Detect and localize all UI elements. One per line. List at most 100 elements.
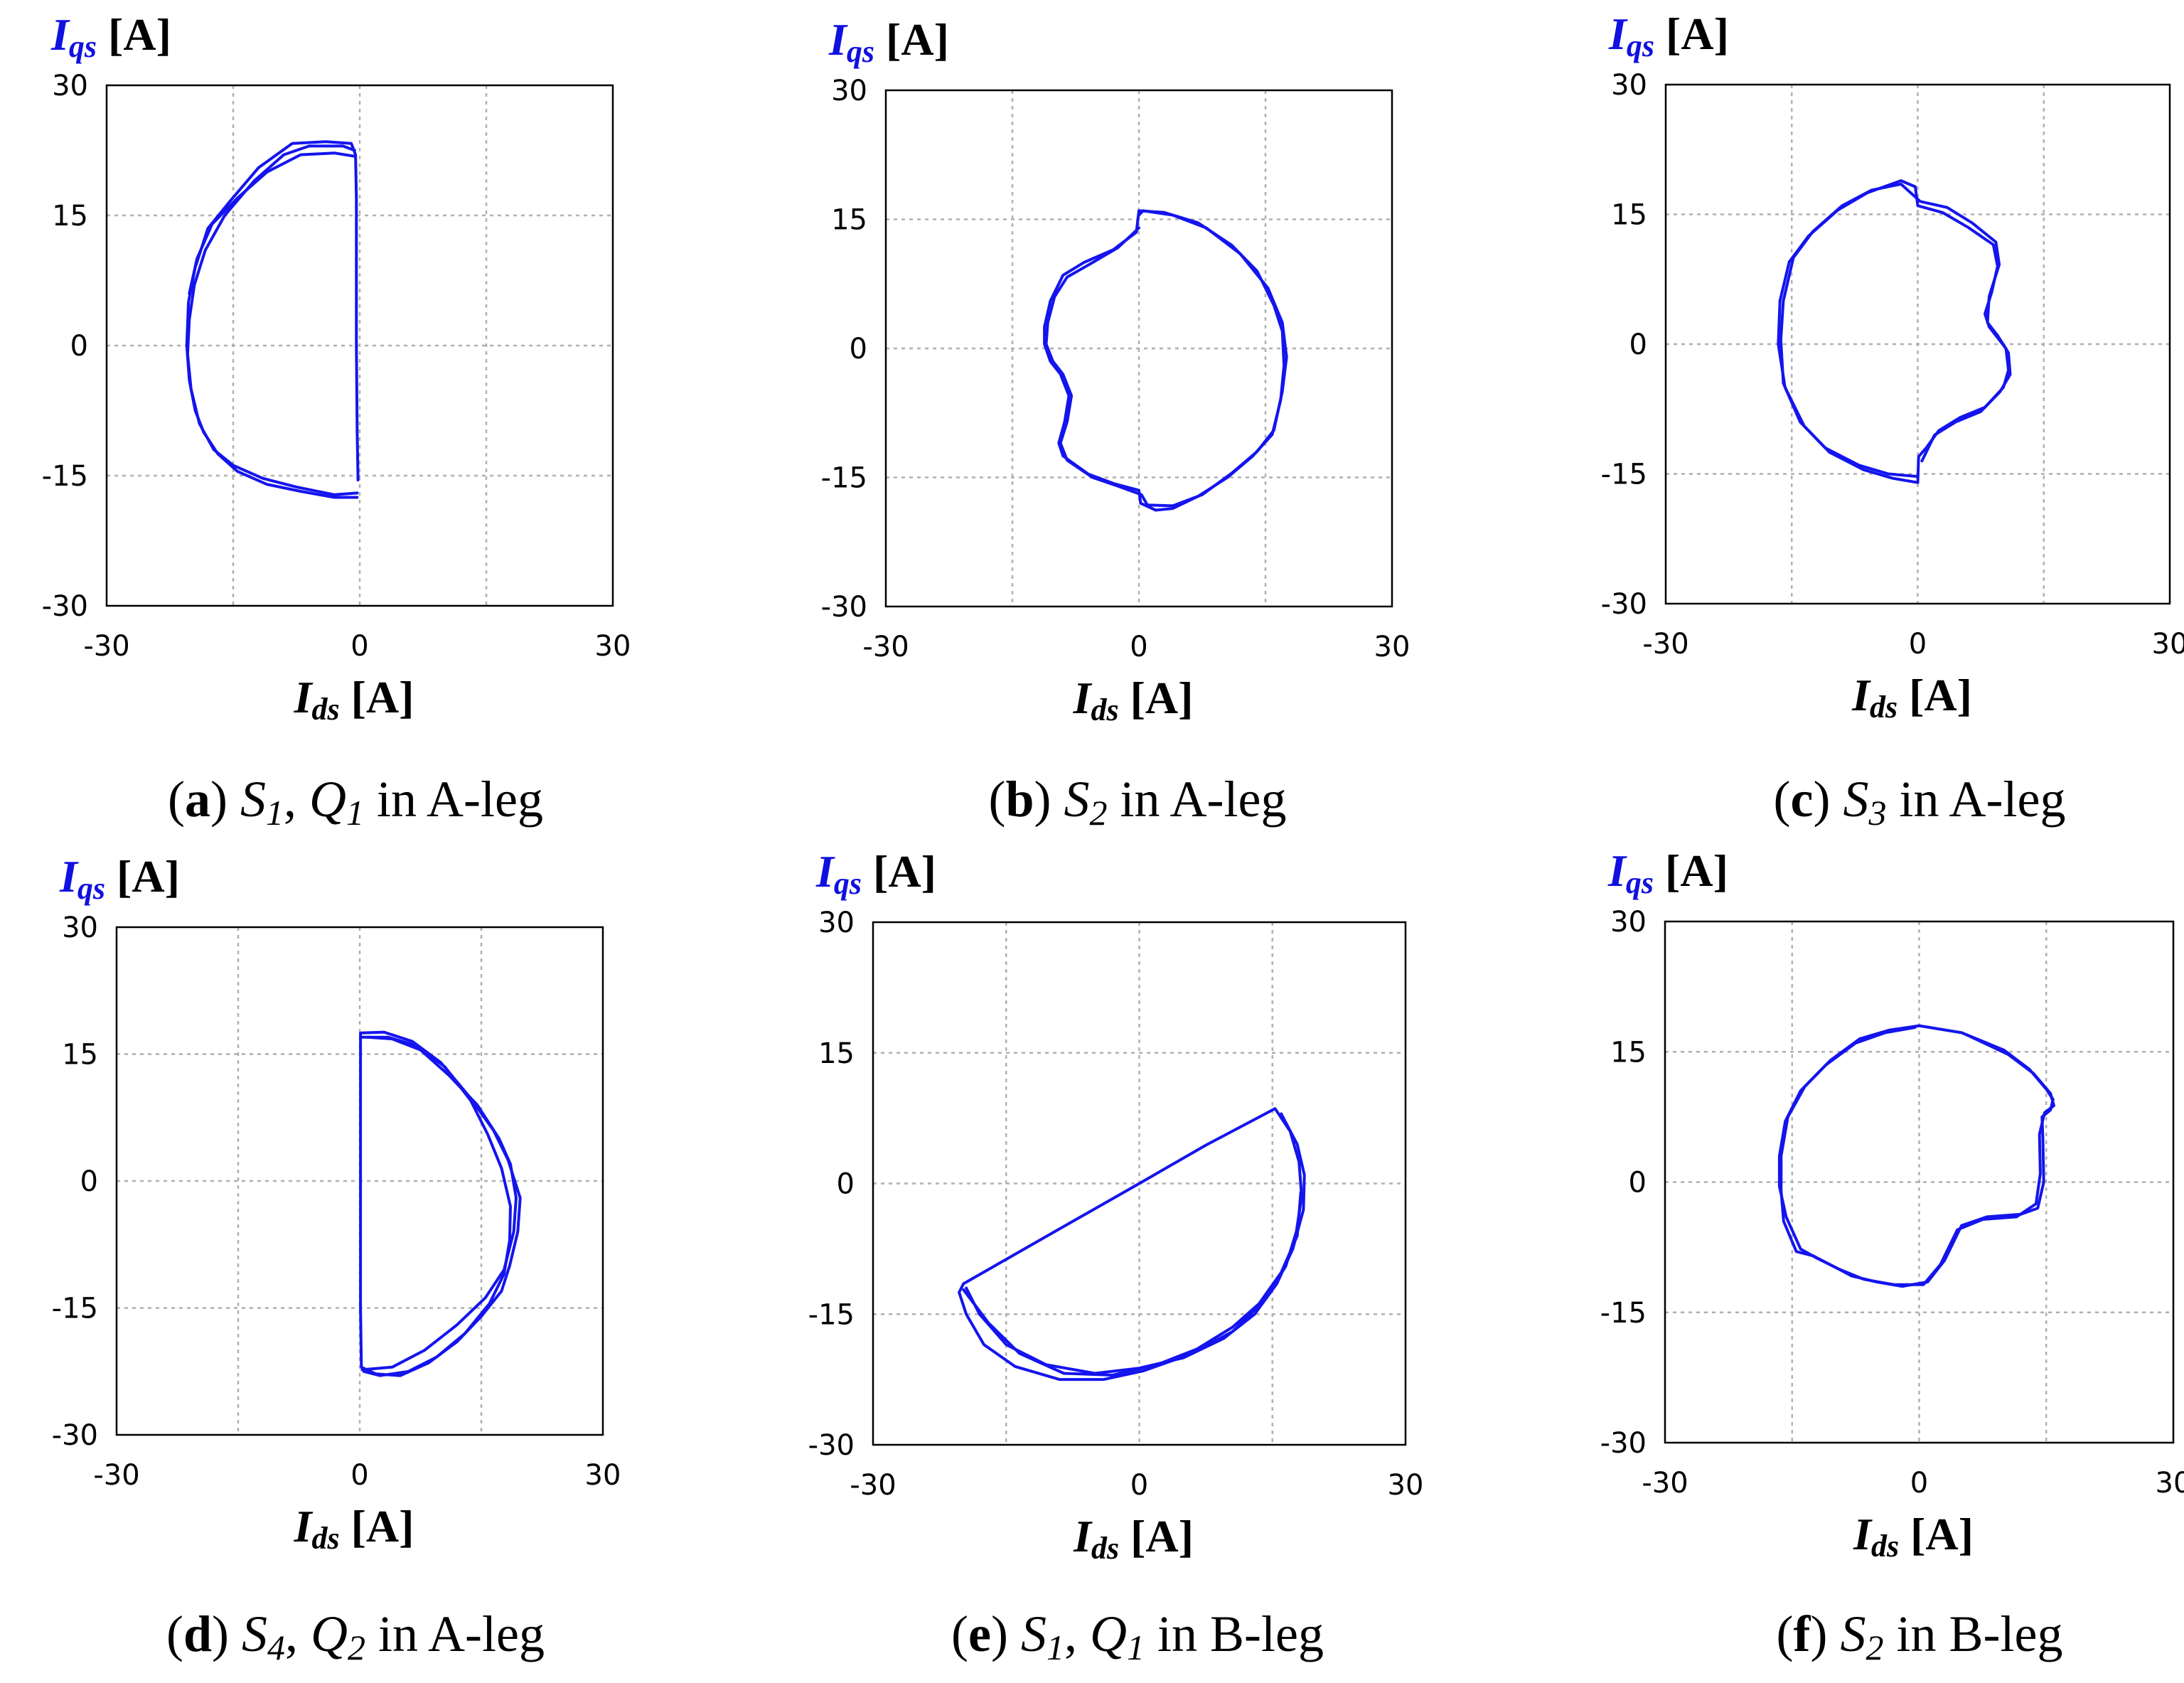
caption-part-1: 1 <box>1046 1628 1064 1667</box>
caption-letter: f <box>1794 1605 1811 1662</box>
caption-part-5: in B-leg <box>1145 1605 1324 1662</box>
current-trace-c-1 <box>1779 182 2012 479</box>
caption-part-2: , <box>1064 1605 1090 1662</box>
xlabel-subscript: ds <box>311 1521 339 1556</box>
ytick-label-f-1: 15 <box>1610 1036 1647 1069</box>
ytick-label-b-1: 15 <box>831 204 867 237</box>
ytick-label-d-4: -30 <box>52 1419 98 1452</box>
caption-letter: c <box>1791 771 1814 828</box>
xtick-label-d-0: -30 <box>93 1459 139 1492</box>
ylabel-e: Iqs [A] <box>815 846 936 901</box>
caption-part-0: S <box>1843 771 1868 828</box>
ytick-label-c-1: 15 <box>1611 199 1647 232</box>
caption-paren-close: ) <box>1811 1605 1841 1662</box>
xlabel-c: Ids [A] <box>1851 670 1972 725</box>
ytick-label-f-4: -30 <box>1600 1427 1647 1460</box>
ylabel-c: Iqs [A] <box>1608 9 1729 63</box>
xlabel-subscript: ds <box>1091 693 1118 727</box>
plot-frame-c <box>1664 83 2171 605</box>
caption-paren-open: ( <box>166 1605 183 1662</box>
xlabel-e: Ids [A] <box>1073 1511 1194 1566</box>
ylabel-var: I <box>828 14 848 65</box>
xtick-label-a-0: -30 <box>83 630 129 663</box>
ylabel-subscript: qs <box>1627 28 1654 63</box>
xtick-label-c-0: -30 <box>1642 628 1688 661</box>
caption-letter: e <box>968 1605 991 1662</box>
ytick-label-e-1: 15 <box>818 1037 855 1070</box>
ylabel-unit: [A] <box>1654 845 1728 896</box>
xlabel-unit: [A] <box>340 672 414 722</box>
ytick-label-c-0: 30 <box>1611 69 1647 102</box>
caption-c: (c) S3 in A-leg <box>1774 771 2066 833</box>
caption-part-2: , <box>284 771 309 828</box>
caption-part-0: S <box>1064 771 1090 828</box>
ytick-label-f-3: -15 <box>1600 1297 1647 1330</box>
caption-d: (d) S4, Q2 in A-leg <box>166 1605 545 1667</box>
ytick-label-f-2: 0 <box>1629 1167 1647 1200</box>
ylabel-unit: [A] <box>105 851 180 902</box>
xtick-label-b-0: -30 <box>862 631 909 663</box>
xlabel-subscript: ds <box>311 692 339 727</box>
ytick-label-e-3: -15 <box>808 1298 855 1331</box>
xlabel-var: I <box>294 1501 314 1551</box>
ytick-label-a-4: -30 <box>42 590 88 623</box>
xlabel-unit: [A] <box>1119 1511 1194 1561</box>
caption-part-2: in A-leg <box>1886 771 2065 828</box>
caption-paren-open: ( <box>168 771 185 828</box>
ylabel-var: I <box>1607 845 1627 896</box>
ytick-label-d-3: -15 <box>52 1293 98 1325</box>
ytick-label-e-4: -30 <box>808 1429 855 1462</box>
xlabel-subscript: ds <box>1871 1529 1899 1564</box>
caption-letter: d <box>183 1605 212 1662</box>
ylabel-subscript: qs <box>69 29 97 64</box>
xtick-label-a-1: 0 <box>350 630 368 663</box>
ylabel-b: Iqs [A] <box>828 14 949 69</box>
caption-f: (f) S2 in B-leg <box>1777 1605 2063 1667</box>
plot-frame-d <box>115 926 604 1436</box>
caption-part-0: S <box>1840 1605 1866 1662</box>
caption-part-4: 2 <box>348 1628 365 1667</box>
caption-part-0: S <box>240 771 266 828</box>
xlabel-d: Ids [A] <box>294 1501 414 1556</box>
ytick-label-a-0: 30 <box>52 70 88 102</box>
ytick-label-c-3: -15 <box>1601 459 1647 491</box>
caption-part-2: in B-leg <box>1883 1605 2062 1662</box>
ytick-label-b-3: -15 <box>821 462 867 495</box>
ytick-label-b-4: -30 <box>821 591 867 624</box>
ylabel-unit: [A] <box>874 14 949 65</box>
current-trace-a-0 <box>185 140 360 499</box>
caption-b: (b) S2 in A-leg <box>989 771 1287 833</box>
caption-part-2: , <box>285 1605 311 1662</box>
ylabel-subscript: qs <box>77 871 105 906</box>
caption-part-5: in A-leg <box>365 1605 545 1662</box>
ylabel-var: I <box>815 846 835 897</box>
current-trace-a-2 <box>188 151 358 295</box>
caption-part-4: 1 <box>346 793 364 833</box>
ytick-label-d-2: 0 <box>80 1165 98 1198</box>
xlabel-a: Ids [A] <box>294 672 414 727</box>
caption-letter: a <box>185 771 210 828</box>
caption-part-4: 1 <box>1127 1628 1145 1667</box>
xtick-label-c-2: 30 <box>2152 628 2184 661</box>
current-trace-e-2 <box>962 1190 1302 1377</box>
xlabel-var: I <box>1851 670 1871 720</box>
xtick-label-e-2: 30 <box>1388 1469 1424 1502</box>
caption-part-5: in A-leg <box>364 771 543 828</box>
xtick-label-d-2: 30 <box>585 1459 621 1492</box>
ylabel-unit: [A] <box>862 846 936 897</box>
current-trace-b-0 <box>1043 209 1286 512</box>
ytick-label-d-1: 15 <box>62 1039 98 1072</box>
ytick-label-b-0: 30 <box>831 75 867 107</box>
ytick-label-a-3: -15 <box>42 460 88 493</box>
ylabel-subscript: qs <box>834 866 862 901</box>
current-trace-f-0 <box>1779 1024 2055 1288</box>
current-trace-d-0 <box>359 1030 522 1377</box>
caption-paren-open: ( <box>1774 771 1791 828</box>
plot-frame-b <box>884 89 1393 608</box>
xlabel-f: Ids [A] <box>1853 1509 1974 1564</box>
ylabel-var: I <box>59 851 79 902</box>
xtick-label-c-1: 0 <box>1909 628 1927 661</box>
